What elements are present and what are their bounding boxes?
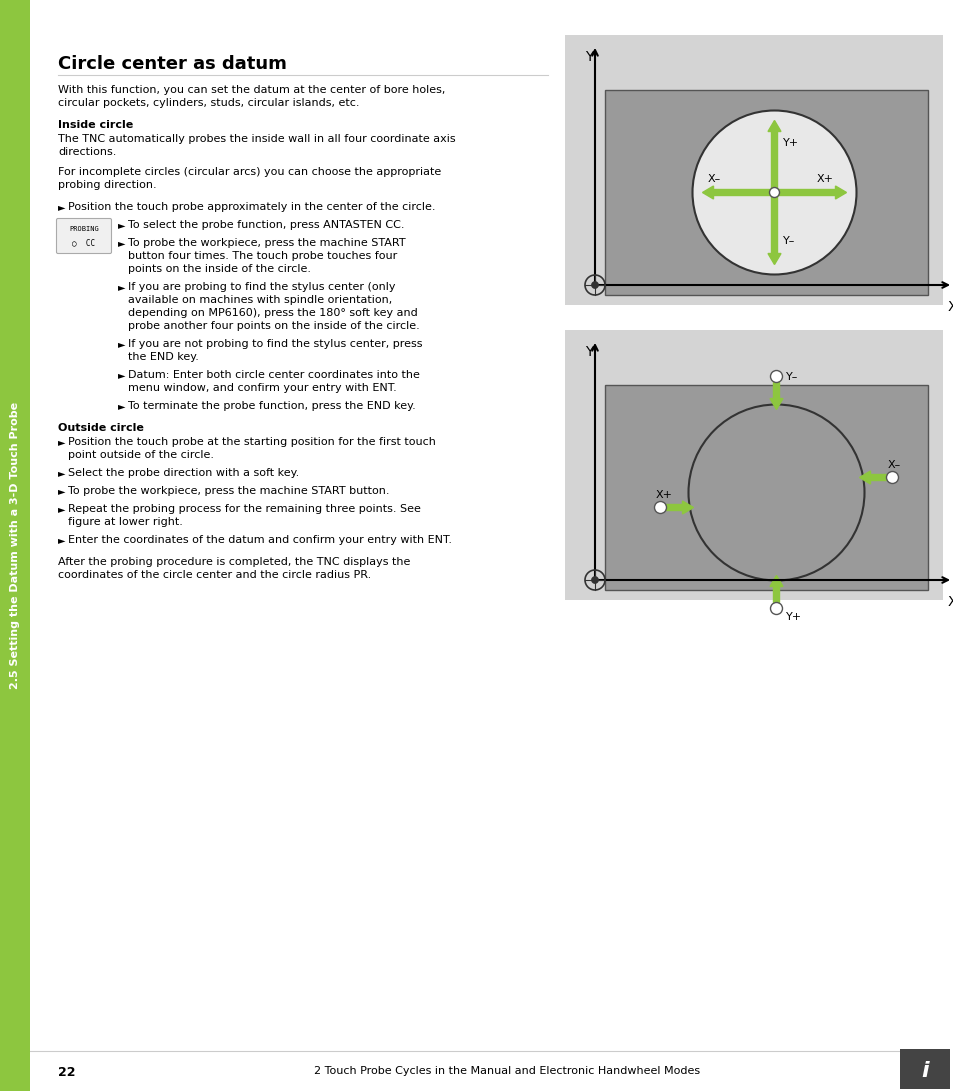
Text: ►: ►	[58, 468, 66, 478]
Circle shape	[591, 576, 598, 584]
Text: available on machines with spindle orientation,: available on machines with spindle orien…	[128, 295, 392, 305]
Text: ○  CC: ○ CC	[72, 238, 95, 247]
FancyArrow shape	[666, 501, 693, 514]
Bar	[0, 0, 30, 1091]
Text: ►: ►	[118, 339, 126, 349]
Text: X+: X+	[816, 175, 833, 184]
Text: To probe the workpiece, press the machine START: To probe the workpiece, press the machin…	[128, 238, 405, 248]
Text: To probe the workpiece, press the machine START button.: To probe the workpiece, press the machin…	[68, 485, 389, 496]
FancyBboxPatch shape	[56, 218, 112, 253]
Text: ►: ►	[58, 437, 66, 447]
Text: Y+: Y+	[781, 139, 798, 148]
Text: ►: ►	[58, 202, 66, 212]
Circle shape	[688, 405, 863, 580]
Text: X–: X–	[886, 459, 900, 469]
Text: Outside circle: Outside circle	[58, 423, 144, 433]
Text: point outside of the circle.: point outside of the circle.	[68, 449, 213, 460]
Circle shape	[591, 281, 598, 288]
Circle shape	[692, 110, 856, 275]
Text: ►: ►	[58, 535, 66, 546]
Text: probe another four points on the inside of the circle.: probe another four points on the inside …	[128, 321, 419, 331]
Text: PROBING: PROBING	[69, 226, 99, 232]
Text: ►: ►	[118, 281, 126, 292]
Text: Circle center as datum: Circle center as datum	[58, 55, 287, 73]
Text: Select the probe direction with a soft key.: Select the probe direction with a soft k…	[68, 468, 299, 478]
Text: X–: X–	[707, 175, 720, 184]
FancyArrow shape	[701, 185, 774, 199]
Text: ►: ►	[58, 485, 66, 496]
Text: Y: Y	[584, 345, 593, 359]
Bar	[564, 35, 942, 305]
Text: X: X	[947, 595, 953, 609]
Text: X+: X+	[655, 490, 672, 500]
Circle shape	[770, 371, 781, 383]
Text: To select the probe function, press ANTASTEN CC.: To select the probe function, press ANTA…	[128, 220, 404, 230]
Bar	[564, 329, 942, 600]
Text: figure at lower right.: figure at lower right.	[68, 517, 183, 527]
Text: Y+: Y+	[784, 611, 801, 622]
Text: ►: ►	[118, 370, 126, 380]
Text: Y–: Y–	[781, 237, 794, 247]
FancyArrow shape	[767, 120, 781, 192]
FancyArrow shape	[769, 575, 782, 602]
Circle shape	[654, 502, 666, 514]
FancyArrow shape	[769, 383, 782, 409]
Text: To terminate the probe function, press the END key.: To terminate the probe function, press t…	[128, 401, 416, 411]
Circle shape	[770, 602, 781, 614]
Text: Datum: Enter both circle center coordinates into the: Datum: Enter both circle center coordina…	[128, 370, 419, 380]
Text: Enter the coordinates of the datum and confirm your entry with ENT.: Enter the coordinates of the datum and c…	[68, 535, 452, 546]
Bar	[604, 89, 927, 295]
Text: After the probing procedure is completed, the TNC displays the: After the probing procedure is completed…	[58, 558, 410, 567]
Text: coordinates of the circle center and the circle radius PR.: coordinates of the circle center and the…	[58, 570, 371, 580]
Text: Inside circle: Inside circle	[58, 120, 133, 130]
Bar	[899, 1050, 949, 1089]
Text: 2.5 Setting the Datum with a 3-D Touch Probe: 2.5 Setting the Datum with a 3-D Touch P…	[10, 401, 20, 690]
Text: button four times. The touch probe touches four: button four times. The touch probe touch…	[128, 251, 396, 261]
Text: probing direction.: probing direction.	[58, 180, 156, 190]
Text: ►: ►	[118, 401, 126, 411]
Text: ►: ►	[58, 504, 66, 514]
FancyArrow shape	[767, 192, 781, 264]
Circle shape	[769, 188, 779, 197]
Text: The TNC automatically probes the inside wall in all four coordinate axis: The TNC automatically probes the inside …	[58, 134, 456, 144]
Text: Y: Y	[584, 50, 593, 64]
Text: With this function, you can set the datum at the center of bore holes,: With this function, you can set the datu…	[58, 85, 445, 95]
Text: Y–: Y–	[784, 372, 797, 382]
Text: i: i	[921, 1062, 928, 1081]
Text: Position the touch probe approximately in the center of the circle.: Position the touch probe approximately i…	[68, 202, 435, 212]
Text: directions.: directions.	[58, 147, 116, 157]
Text: the END key.: the END key.	[128, 352, 198, 362]
Text: 22: 22	[58, 1066, 75, 1079]
Text: menu window, and confirm your entry with ENT.: menu window, and confirm your entry with…	[128, 383, 396, 393]
FancyArrow shape	[774, 185, 845, 199]
Text: circular pockets, cylinders, studs, circular islands, etc.: circular pockets, cylinders, studs, circ…	[58, 98, 359, 108]
Text: depending on MP6160), press the 180° soft key and: depending on MP6160), press the 180° sof…	[128, 308, 417, 317]
Text: If you are probing to find the stylus center (only: If you are probing to find the stylus ce…	[128, 281, 395, 292]
Text: Repeat the probing process for the remaining three points. See: Repeat the probing process for the remai…	[68, 504, 420, 514]
Bar	[604, 385, 927, 590]
Text: ►: ►	[118, 238, 126, 248]
Text: points on the inside of the circle.: points on the inside of the circle.	[128, 264, 311, 274]
Text: Position the touch probe at the starting position for the first touch: Position the touch probe at the starting…	[68, 437, 436, 447]
Text: X: X	[947, 300, 953, 314]
Text: ►: ►	[118, 220, 126, 230]
Text: 2 Touch Probe Cycles in the Manual and Electronic Handwheel Modes: 2 Touch Probe Cycles in the Manual and E…	[314, 1066, 700, 1076]
Circle shape	[885, 471, 898, 483]
Text: If you are not probing to find the stylus center, press: If you are not probing to find the stylu…	[128, 339, 422, 349]
Text: For incomplete circles (circular arcs) you can choose the appropriate: For incomplete circles (circular arcs) y…	[58, 167, 441, 177]
FancyArrow shape	[859, 471, 885, 484]
